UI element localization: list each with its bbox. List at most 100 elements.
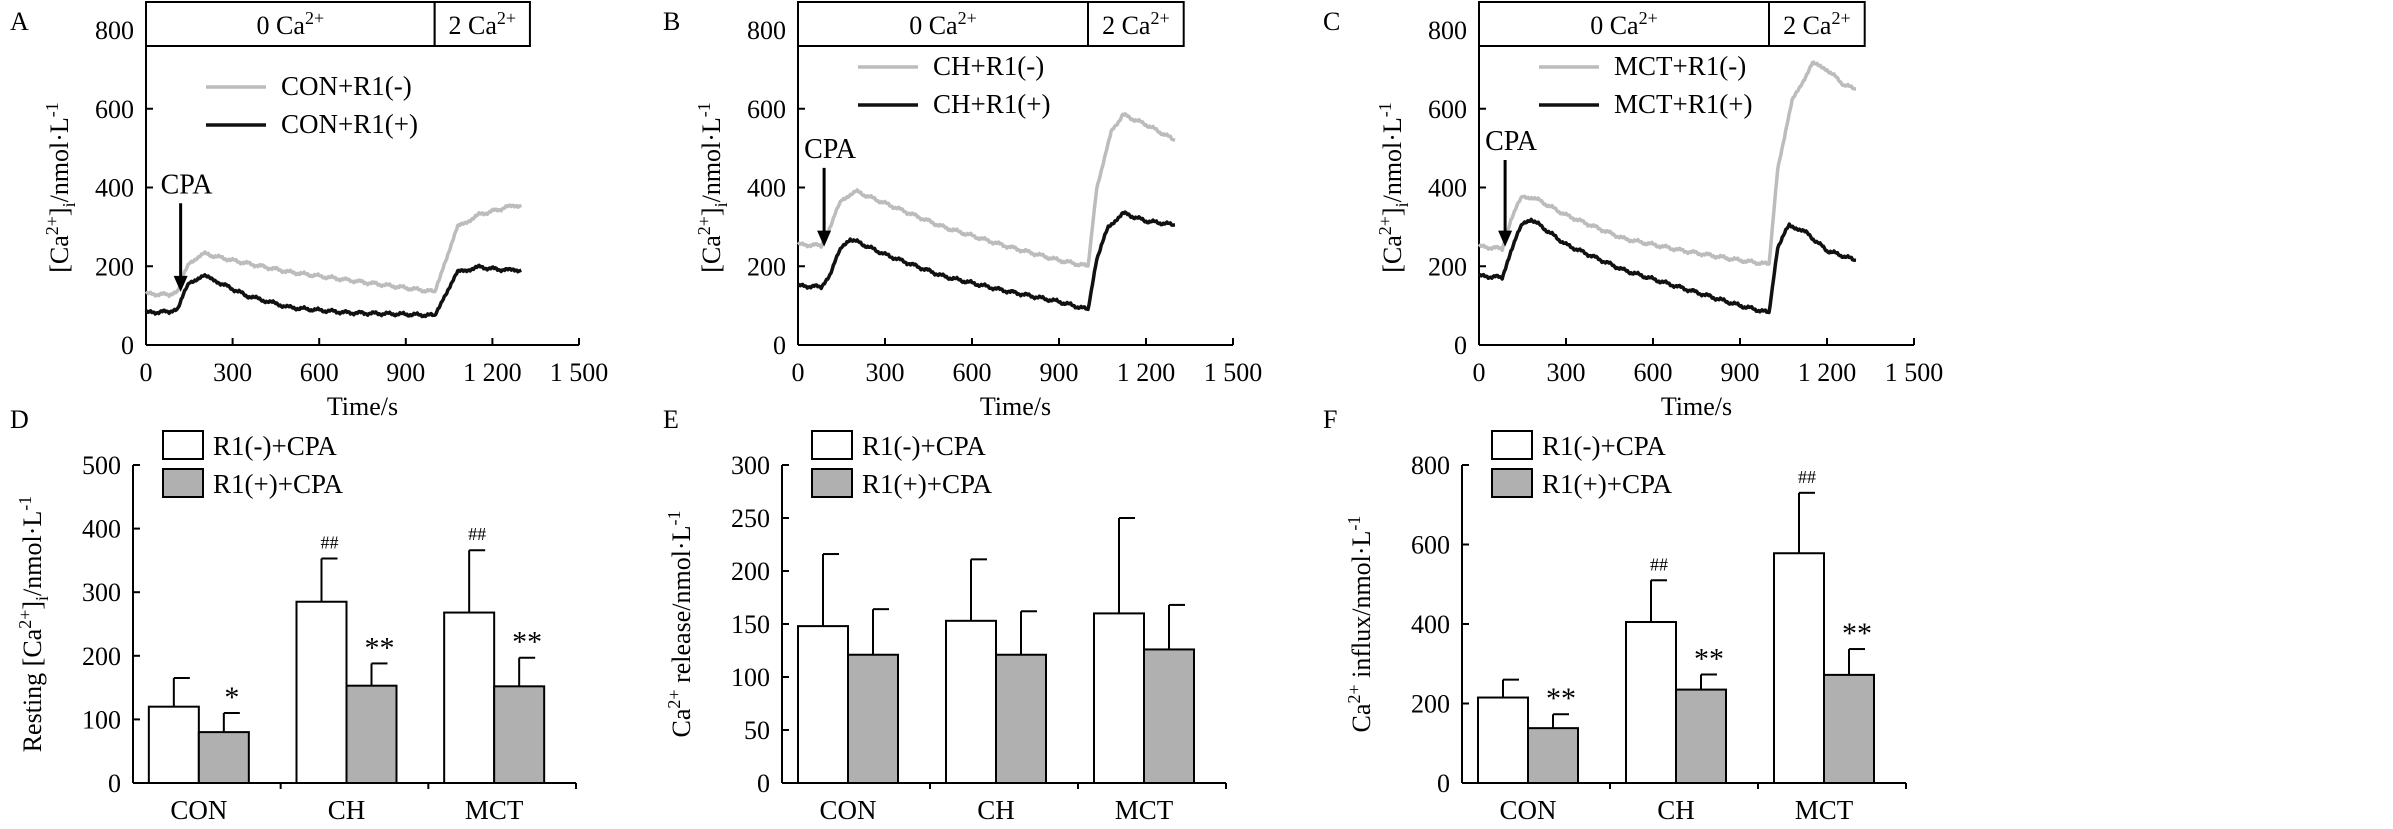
- legend-swatch: [1491, 430, 1533, 460]
- significance-mark: **: [1842, 617, 1872, 650]
- y-tick-label: 150: [731, 610, 770, 639]
- bar-R1(+)+CPA-MCT: [493, 685, 546, 784]
- y-tick-label: 200: [747, 252, 786, 281]
- arrow-head: [1498, 230, 1513, 247]
- x-axis-label: Time/s: [980, 392, 1051, 421]
- legend-label: R1(-)+CPA: [213, 431, 337, 461]
- y-axis-label: Resting [Ca2+]i/nmol·L-1: [15, 496, 52, 753]
- bar-R1(-)+CPA-MCT: [443, 611, 496, 784]
- bar-R1(-)+CPA-MCT: [1773, 552, 1825, 784]
- legend-label: R1(+)+CPA: [213, 469, 343, 499]
- y-tick-label: 0: [773, 331, 786, 360]
- panel-label: F: [1323, 405, 1337, 434]
- series-line-MCT+R1(+): [1477, 217, 1857, 315]
- legend-label: MCT+R1(+): [1614, 89, 1752, 119]
- y-tick-label: 800: [1428, 16, 1467, 45]
- phase-box: [797, 1, 1089, 47]
- legend-label: CH+R1(+): [933, 89, 1050, 119]
- y-axis-label: Ca2+ release/nmol·L-1: [664, 511, 696, 738]
- y-tick-label: 200: [95, 252, 134, 281]
- x-tick-label: 1 500: [550, 358, 609, 387]
- y-tick-label: 200: [731, 557, 770, 586]
- bar-R1(+)+CPA-CON: [197, 731, 250, 784]
- y-tick-label: 200: [1411, 690, 1450, 719]
- legend-label: R1(+)+CPA: [1542, 469, 1672, 499]
- chart-panel-E: E 0 50 100 150 200 250 300 Ca2+ release/nmol·L-1…: [663, 405, 1227, 825]
- x-tick-label: CH: [977, 795, 1015, 825]
- legend-swatch: [811, 468, 853, 498]
- bar-R1(+)+CPA-CH: [345, 684, 398, 785]
- phase-label: 2 Ca2+: [1102, 8, 1170, 40]
- x-tick-label: 300: [213, 358, 252, 387]
- y-tick-label: 800: [95, 16, 134, 45]
- phase-label: 2 Ca2+: [1783, 8, 1851, 40]
- bar-R1(-)+CPA-CH: [295, 600, 348, 784]
- y-tick-label: 500: [82, 451, 121, 480]
- x-tick-label: CON: [170, 795, 227, 825]
- legend-label: R1(-)+CPA: [1542, 431, 1666, 461]
- x-tick-label: CH: [328, 795, 366, 825]
- y-tick-label: 300: [731, 451, 770, 480]
- y-tick-label: 800: [747, 16, 786, 45]
- y-tick-label: 50: [744, 716, 770, 745]
- bar-R1(-)+CPA-CON: [797, 625, 849, 784]
- significance-mark: **: [1694, 642, 1724, 675]
- y-axis-label: [Ca2+]i/nmol·L-1: [1375, 102, 1412, 273]
- arrow-head: [817, 230, 832, 247]
- series-line-CH+R1(+): [796, 210, 1176, 312]
- y-tick-label: 400: [747, 174, 786, 203]
- significance-mark: ##: [1650, 554, 1668, 574]
- line-panels: A 0 200 400 600 800 0 300 600 900 1 200 1 500 Time/s…: [10, 1, 1943, 421]
- x-tick-label: CON: [1499, 795, 1556, 825]
- series-line-MCT+R1(-): [1477, 60, 1857, 267]
- chart-panel-B: B 0 200 400 600 800 0 300 600 900 1 200 1 500 Time/s…: [663, 1, 1263, 421]
- y-axis-label: [Ca2+]i/nmol·L-1: [42, 102, 79, 273]
- y-tick-label: 200: [1428, 252, 1467, 281]
- phase-box: [1768, 1, 1866, 47]
- bar-R1(+)+CPA-CON: [1527, 727, 1579, 785]
- bar-R1(+)+CPA-CON: [847, 653, 899, 784]
- y-tick-label: 250: [731, 504, 770, 533]
- y-tick-label: 300: [82, 578, 121, 607]
- bar-R1(+)+CPA-MCT: [1823, 673, 1875, 785]
- bar-R1(-)+CPA-MCT: [1093, 612, 1145, 785]
- x-axis-label: Time/s: [1661, 392, 1732, 421]
- chart-panel-A: A 0 200 400 600 800 0 300 600 900 1 200 1 500 Time/s…: [10, 1, 609, 421]
- significance-mark: ##: [1798, 467, 1816, 487]
- legend-swatch: [811, 430, 853, 460]
- phase-box: [433, 1, 531, 47]
- legend-label: R1(-)+CPA: [862, 431, 986, 461]
- phase-label: 0 Ca2+: [909, 8, 977, 40]
- significance-mark: *: [224, 681, 239, 714]
- x-tick-label: 300: [1547, 358, 1586, 387]
- series-line-CH+R1(-): [796, 112, 1176, 268]
- x-tick-label: CH: [1657, 795, 1695, 825]
- panel-label: D: [10, 405, 29, 434]
- x-tick-label: 900: [386, 358, 425, 387]
- x-tick-label: 900: [1040, 358, 1079, 387]
- y-tick-label: 600: [95, 95, 134, 124]
- bar-R1(+)+CPA-CH: [1675, 688, 1727, 785]
- x-tick-label: 600: [1634, 358, 1673, 387]
- chart-panel-C: C 0 200 400 600 800 0 300 600 900 1 200 1 500 Time/s…: [1323, 1, 1943, 421]
- panel-label: C: [1323, 7, 1340, 36]
- legend-label: R1(+)+CPA: [862, 469, 992, 499]
- y-axis-label: [Ca2+]i/nmol·L-1: [694, 102, 731, 273]
- x-tick-label: MCT: [465, 795, 524, 825]
- legend-label: CON+R1(-): [281, 71, 412, 101]
- y-tick-label: 400: [95, 174, 134, 203]
- y-tick-label: 600: [747, 95, 786, 124]
- x-tick-label: 1 500: [1204, 358, 1263, 387]
- legend-label: MCT+R1(-): [1614, 51, 1746, 81]
- y-tick-label: 400: [82, 515, 121, 544]
- phase-label: 2 Ca2+: [449, 8, 517, 40]
- annotation-cpa: CPA: [804, 134, 857, 165]
- y-tick-label: 400: [1428, 174, 1467, 203]
- series-line-CON+R1(+): [144, 263, 522, 319]
- x-tick-label: MCT: [1115, 795, 1174, 825]
- legend-swatch: [1491, 468, 1533, 498]
- significance-mark: ##: [321, 532, 339, 552]
- chart-panel-D: D 0 100 200 300 400 500 Resting [Ca2+]i/nmol·L-…: [10, 405, 577, 825]
- y-tick-label: 600: [1411, 531, 1450, 560]
